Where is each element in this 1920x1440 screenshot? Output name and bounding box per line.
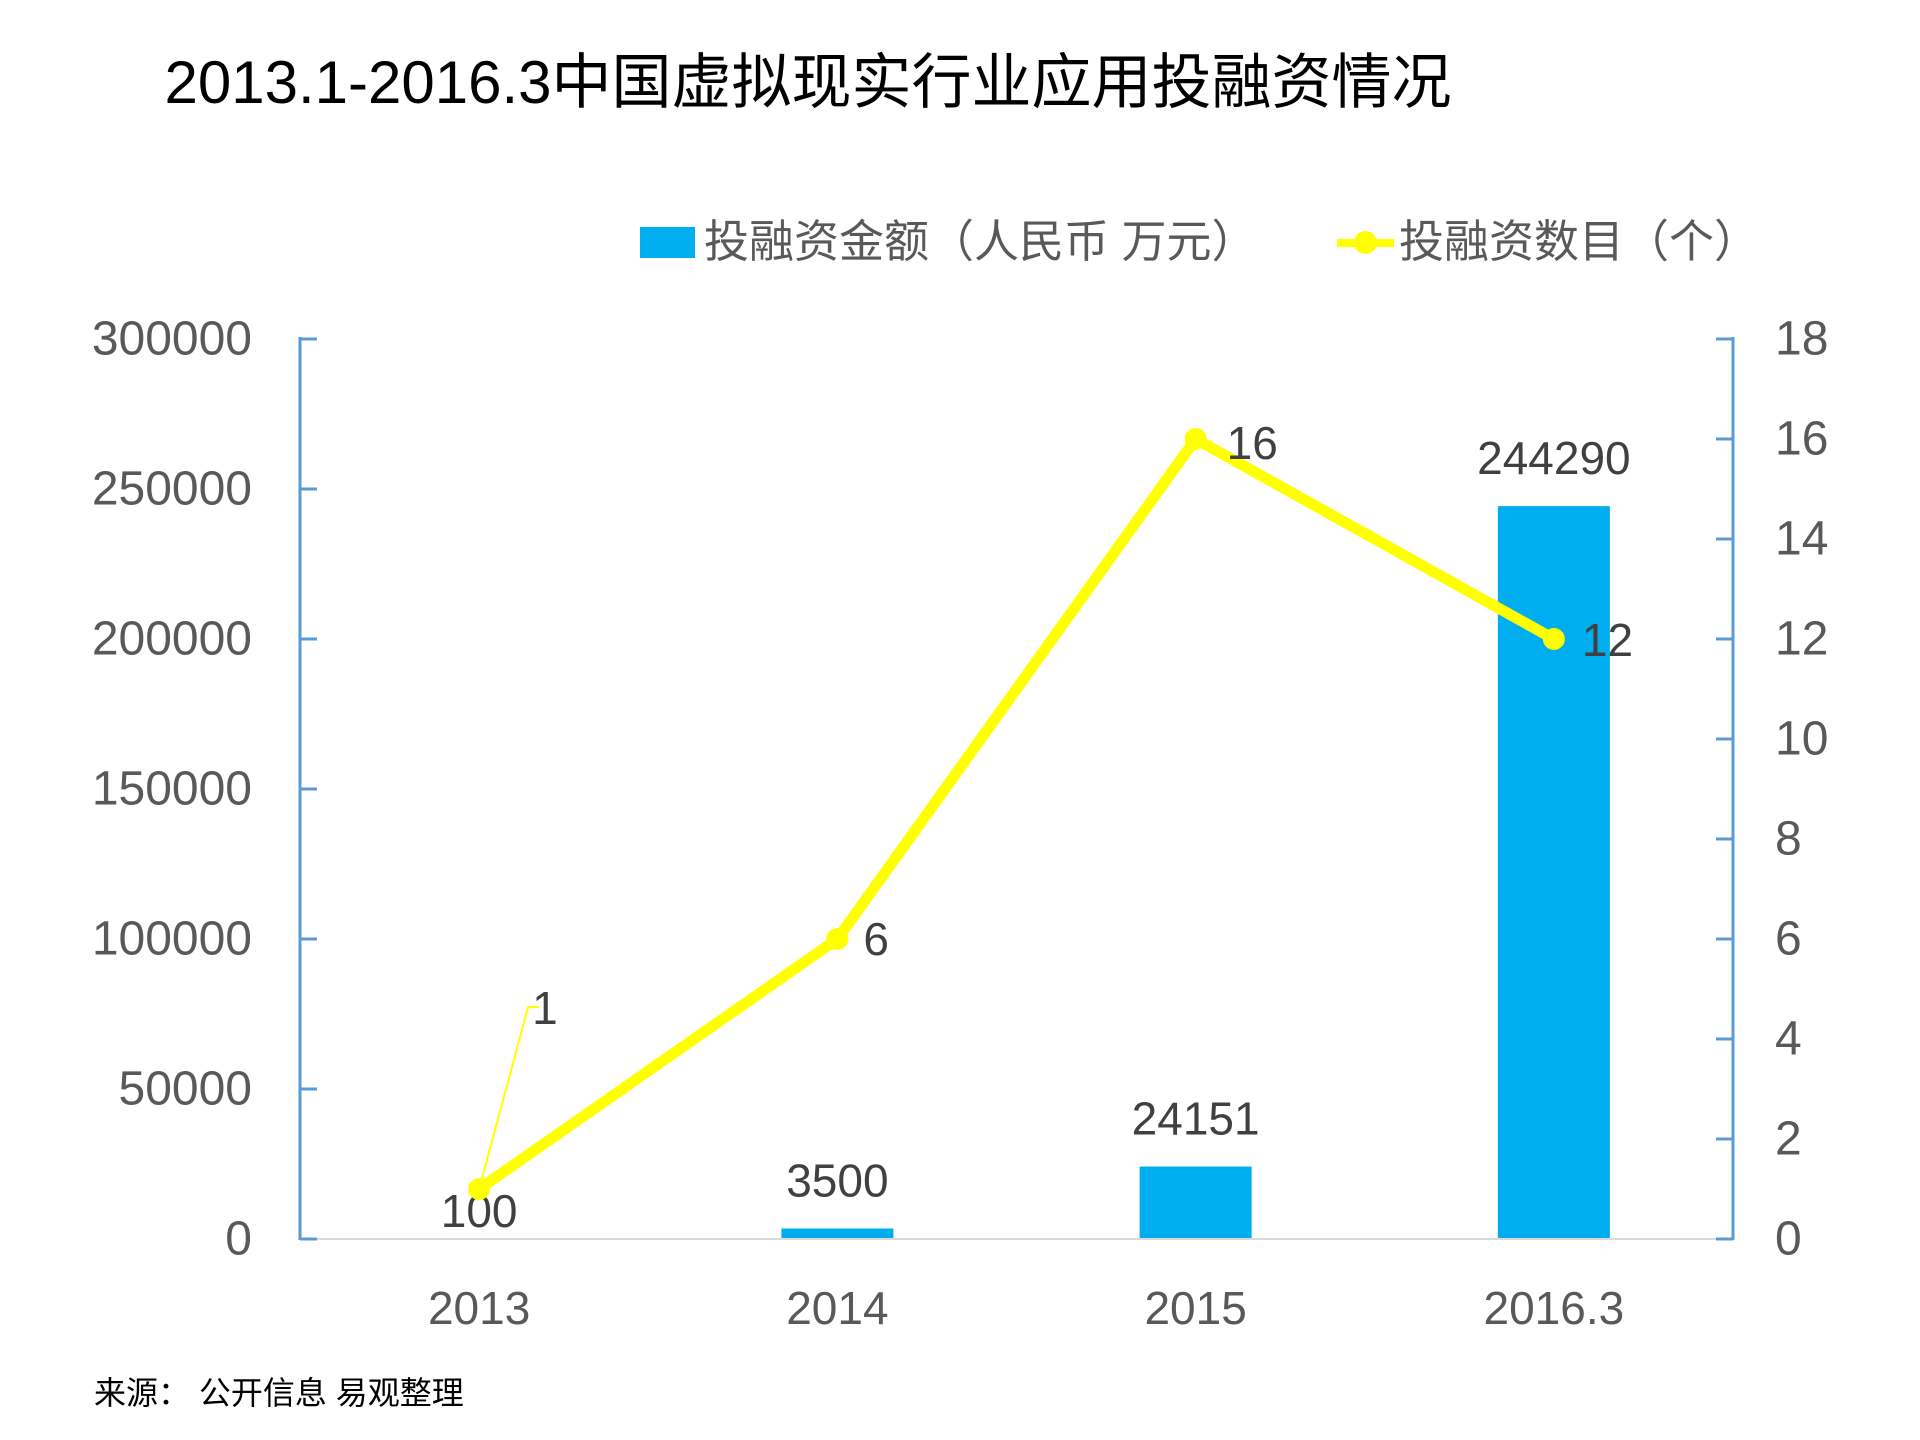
chart-title: 2013.1-2016.3中国虚拟现实行业应用投融资情况 <box>164 49 1452 116</box>
right-axis-tick-label: 14 <box>1775 513 1828 566</box>
leader-line-first-point <box>478 1006 540 1190</box>
x-axis-label-2016.3: 2016.3 <box>1484 1282 1625 1334</box>
left-axis-tick-label: 0 <box>225 1213 252 1266</box>
right-axis-tick-label: 8 <box>1775 813 1802 866</box>
legend-bar-swatch-icon <box>640 227 695 258</box>
right-axis-tick-label: 10 <box>1775 713 1828 766</box>
legend: 投融资金额（人民币 万元） 投融资数目（个） <box>0 214 1920 270</box>
bar-2014 <box>781 1228 894 1239</box>
right-axis-tick-label: 18 <box>1775 313 1828 366</box>
line-label-2014: 6 <box>863 913 889 965</box>
left-axis-tick-label: 300000 <box>92 313 252 366</box>
left-axis-tick-label: 250000 <box>92 463 252 516</box>
x-axis-label-2013: 2013 <box>428 1282 530 1334</box>
right-axis-tick-label: 4 <box>1775 1013 1802 1066</box>
bar-label-2014: 3500 <box>786 1155 888 1207</box>
right-axis-tick-label: 6 <box>1775 913 1802 966</box>
left-axis-tick-label: 100000 <box>92 913 252 966</box>
line-label-2016.3: 12 <box>1582 614 1633 666</box>
bar-2015 <box>1139 1166 1252 1239</box>
legend-label-bar-series: 投融资金额（人民币 万元） <box>704 216 1257 267</box>
left-axis-tick-label: 50000 <box>119 1063 252 1116</box>
line-label-2013: 1 <box>532 982 558 1034</box>
line-point-2013 <box>468 1178 491 1200</box>
line-label-2015: 16 <box>1227 417 1278 469</box>
legend-line-dot-icon <box>1354 231 1377 254</box>
line-point-2015 <box>1184 428 1207 450</box>
bar-label-2016.3: 244290 <box>1477 432 1631 484</box>
line-point-2014 <box>826 928 849 950</box>
x-axis-label-2014: 2014 <box>786 1282 888 1334</box>
line-series <box>473 433 1560 1195</box>
line-point-2016.3 <box>1542 628 1565 650</box>
right-axis-tick-label: 2 <box>1775 1113 1802 1166</box>
legend-label-line-series: 投融资数目（个） <box>1399 216 1760 267</box>
right-axis-tick-label: 0 <box>1775 1213 1802 1266</box>
right-axis-tick-label: 12 <box>1775 613 1828 666</box>
source-note: 来源： 公开信息 易观整理 <box>94 1375 464 1411</box>
right-axis-tick-label: 16 <box>1775 413 1828 466</box>
left-axis-tick-label: 150000 <box>92 763 252 816</box>
left-axis-tick-label: 200000 <box>92 613 252 666</box>
bar-label-2015: 24151 <box>1132 1093 1260 1145</box>
x-axis-label-2015: 2015 <box>1144 1282 1246 1334</box>
